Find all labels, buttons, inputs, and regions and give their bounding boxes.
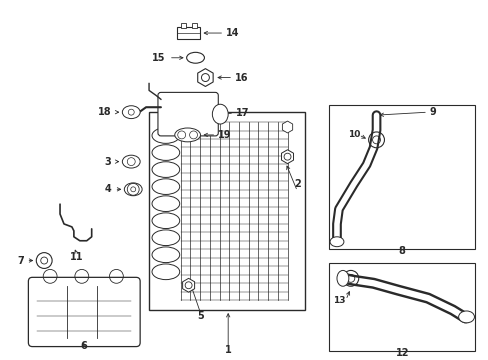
Ellipse shape — [152, 264, 180, 280]
Text: 19: 19 — [218, 130, 231, 140]
Ellipse shape — [152, 145, 180, 161]
Text: 8: 8 — [398, 246, 405, 256]
Text: 6: 6 — [80, 341, 87, 351]
Text: 10: 10 — [347, 130, 359, 139]
Text: 3: 3 — [104, 157, 111, 167]
Text: 7: 7 — [18, 256, 24, 266]
Text: 18: 18 — [98, 107, 111, 117]
Text: 11: 11 — [70, 252, 83, 262]
Bar — [176, 27, 200, 39]
Text: 16: 16 — [235, 73, 248, 82]
Bar — [328, 264, 474, 351]
Bar — [191, 23, 196, 28]
FancyBboxPatch shape — [158, 93, 218, 136]
Bar — [328, 105, 474, 249]
Text: 12: 12 — [395, 347, 408, 357]
Ellipse shape — [329, 237, 343, 247]
FancyBboxPatch shape — [28, 277, 140, 347]
Ellipse shape — [212, 104, 228, 124]
Bar — [149, 112, 305, 310]
Ellipse shape — [152, 162, 180, 177]
Ellipse shape — [152, 247, 180, 262]
Text: 1: 1 — [224, 345, 231, 355]
Ellipse shape — [122, 155, 140, 168]
Ellipse shape — [174, 128, 200, 142]
Ellipse shape — [186, 52, 204, 63]
Text: 2: 2 — [293, 179, 300, 189]
Ellipse shape — [122, 106, 140, 118]
Text: 4: 4 — [104, 184, 111, 194]
Text: 13: 13 — [332, 296, 345, 305]
Ellipse shape — [152, 128, 180, 143]
Ellipse shape — [152, 213, 180, 229]
Text: 15: 15 — [152, 53, 165, 63]
Ellipse shape — [152, 179, 180, 194]
Text: 9: 9 — [428, 107, 435, 117]
Text: 14: 14 — [226, 28, 239, 38]
Ellipse shape — [152, 196, 180, 211]
Ellipse shape — [124, 183, 142, 196]
Ellipse shape — [336, 270, 348, 286]
Text: 17: 17 — [236, 108, 249, 118]
Text: 5: 5 — [197, 311, 203, 321]
Ellipse shape — [152, 230, 180, 246]
Bar — [181, 23, 185, 28]
Ellipse shape — [458, 311, 473, 323]
